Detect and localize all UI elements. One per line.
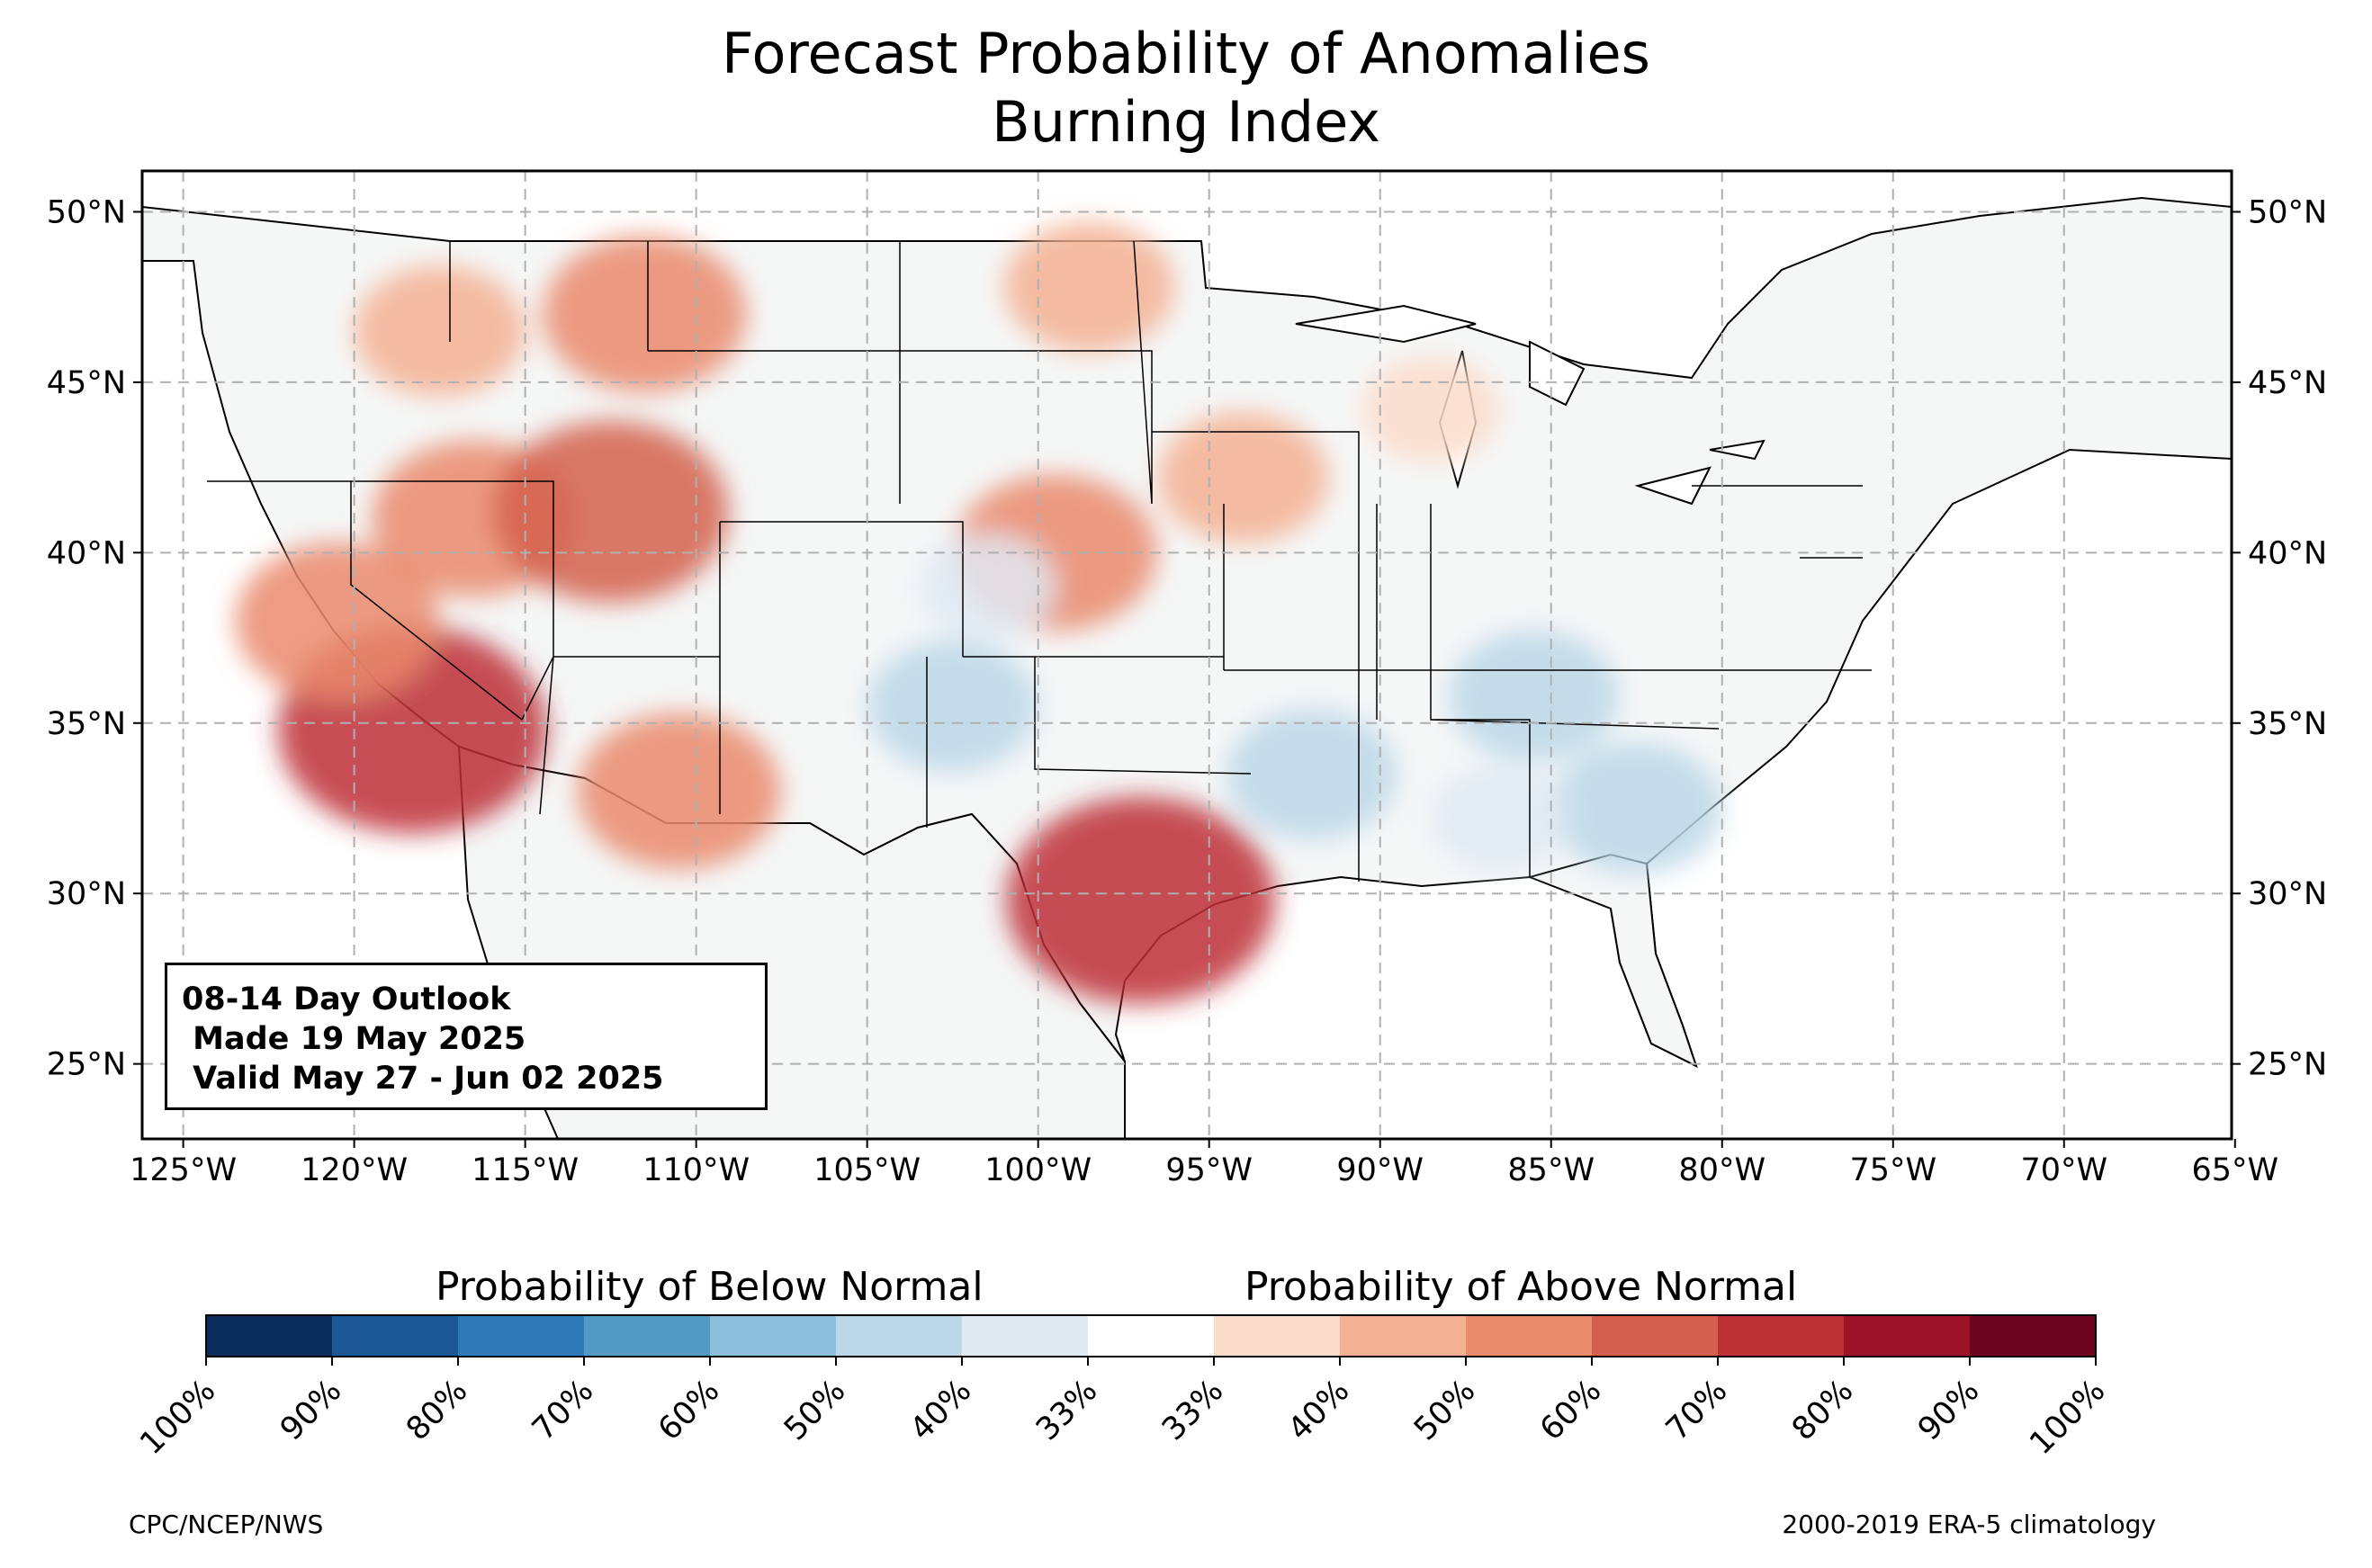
colorbar-swatch [584,1315,711,1357]
colorbar-tick-label: 33% [1029,1373,1104,1447]
anomaly-above-region [492,420,729,603]
colorbar-swatch [1592,1315,1719,1357]
lon-tick-label: 80°W [1678,1152,1766,1188]
lat-tick-label-left: 25°N [47,1047,126,1083]
anomaly-shading [235,220,1722,1004]
lat-tick-label-right: 30°N [2248,876,2327,912]
colorbar-tick-label: 50% [777,1373,852,1447]
lon-tick-label: 70°W [2020,1152,2107,1188]
lon-tick-label: 65°W [2191,1152,2278,1188]
anomaly-below-region [1226,708,1397,840]
colorbar-tick-label: 70% [1659,1373,1734,1447]
lat-tick-label-left: 35°N [47,706,126,742]
lat-tick-label-left: 45°N [47,365,126,401]
lon-tick-label: 110°W [642,1152,750,1188]
colorbar-tick-label: 80% [400,1373,474,1447]
map-border [140,169,2233,1141]
colorbar-swatch [1718,1315,1845,1357]
colorbar-swatch [962,1315,1089,1357]
outlook-line-2: Made 19 May 2025 [182,1021,526,1057]
anomaly-above-region [1362,356,1501,463]
map-content [142,171,2232,1139]
lat-tick-label-right: 50°N [2248,194,2327,230]
anomaly-above-region [577,712,781,870]
colorbar-tick-label: 40% [903,1373,978,1447]
anomaly-below-region [1448,630,1620,762]
anomaly-above-region [543,236,747,393]
colorbar-tick-label: 90% [274,1373,348,1447]
title-line-1: Forecast Probability of Anomalies [722,21,1650,86]
lon-tick-label: 85°W [1507,1152,1595,1188]
anomaly-above-region [354,265,526,398]
anomaly-below-region [917,533,1056,641]
lon-tick-label: 75°W [1849,1152,1936,1188]
colorbar-swatch [206,1315,333,1357]
lat-tick-label-right: 35°N [2248,706,2327,742]
lat-tick-label-right: 45°N [2248,365,2327,401]
title-line-2: Burning Index [992,89,1380,155]
colorbar-swatch [1466,1315,1593,1357]
colorbar-swatch [1340,1315,1467,1357]
latitude-axis: 25°N 25°N 30°N 30°N 35°N 35°N 40°N 40°N 45°N 45°N… [47,194,2327,1082]
colorbar-swatch [710,1315,837,1357]
colorbar-swatch [458,1315,585,1357]
anomaly-below-region [1550,742,1722,874]
lat-tick-label-left: 50°N [47,194,126,230]
map-frame [140,169,2233,1141]
lon-tick-label: 125°W [130,1152,237,1188]
state-borders [207,240,1872,882]
anomaly-below-region [1431,765,1569,872]
colorbar-tick-label: 60% [1533,1373,1608,1447]
lon-tick-label: 115°W [472,1152,579,1188]
colorbar-swatch [332,1315,459,1357]
lon-tick-label: 90°W [1336,1152,1424,1188]
anomaly-above-region [1006,796,1276,1004]
colorbar-above-label: Probability of Above Normal [1244,1264,1798,1310]
colorbar-tick-label: 70% [526,1373,600,1447]
lat-tick-label-right: 40°N [2248,535,2327,571]
anomaly-above-region [1003,220,1175,353]
footer-climatology: 2000-2019 ERA-5 climatology [1782,1510,2156,1539]
lat-tick-label-left: 30°N [47,876,126,912]
colorbar-tick-label: 33% [1155,1373,1230,1447]
colorbar-swatch [1214,1315,1341,1357]
anomaly-below-region [867,640,1038,772]
colorbar-tick-label: 90% [1911,1373,1986,1447]
colorbar: 100% 90% 80% 70% 60% 50% 40% 33% 33% 40% 50% 60% 70%… [133,1314,2112,1462]
lon-tick-label: 95°W [1165,1152,1253,1188]
colorbar-swatch [1844,1315,1971,1357]
colorbar-border [205,1314,2097,1357]
outlook-info-box: 08-14 Day Outlook Made 19 May 2025 Valid… [165,963,768,1110]
colorbar-tick-label: 100% [2023,1373,2112,1462]
anomaly-above-region [235,542,439,700]
lat-tick-label-left: 40°N [47,535,126,571]
longitude-axis: 125°W 120°W 115°W 110°W 105°W 100°W 95°W 90°W 85… [130,1139,2278,1188]
colorbar-tick-label: 60% [651,1373,726,1447]
lat-tick-label-right: 25°N [2248,1047,2327,1083]
footer-source: CPC/NCEP/NWS [129,1510,324,1539]
outlook-line-3: Valid May 27 - Jun 02 2025 [182,1061,664,1097]
anomaly-above-region [1157,411,1329,543]
colorbar-below-label: Probability of Below Normal [436,1264,984,1310]
colorbar-swatch [1088,1315,1215,1357]
chart-title: Forecast Probability of Anomalies Burnin… [0,20,2372,157]
colorbar-tick-label: 50% [1407,1373,1482,1447]
lon-tick-label: 100°W [984,1152,1092,1188]
colorbar-tick-label: 80% [1785,1373,1860,1447]
outlook-line-1: 08-14 Day Outlook [182,981,511,1017]
colorbar-tick-label: 40% [1281,1373,1356,1447]
colorbar-swatch [1970,1315,2097,1357]
lon-tick-label: 105°W [813,1152,921,1188]
lon-tick-label: 120°W [301,1152,408,1188]
colorbar-tick-label: 100% [133,1373,222,1462]
colorbar-swatch [836,1315,963,1357]
